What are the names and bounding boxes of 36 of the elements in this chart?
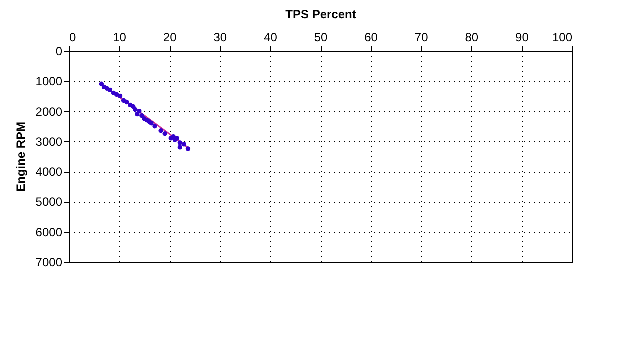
x-tick-label: 70 [414,30,429,44]
point [178,140,183,146]
y-tick-label: 0 [56,44,63,58]
x-tick-label: 50 [314,30,328,44]
point [124,100,130,105]
point [152,124,158,129]
point [135,112,140,117]
point [140,113,144,118]
y-tick-label: 4000 [36,165,63,180]
point [158,128,164,134]
point [182,142,187,147]
point [118,94,123,99]
y-tick-label: 7000 [36,256,63,270]
y-axis-title: Engine RPM [14,122,28,192]
point [133,107,138,112]
y-tick-label: 5000 [36,195,63,210]
y-tick-label: 2000 [36,104,63,119]
x-tick-label: 10 [113,30,127,44]
x-tick-label: 40 [264,30,278,44]
point [186,146,191,152]
x-tick-label: 20 [163,30,178,44]
point [99,82,104,86]
x-tick-label: 80 [465,30,479,44]
point [108,88,113,93]
point [178,145,183,150]
point [114,92,120,98]
x-tick-label: 100 [552,30,573,44]
x-tick-label: 60 [364,30,378,44]
point [162,132,168,136]
x-tick-label: 90 [516,30,530,44]
x-tick-label: 30 [214,30,228,44]
y-tick-label: 6000 [36,225,63,240]
y-tick-label: 1000 [36,74,63,89]
x-tick-label: 0 [70,30,76,44]
x-axis-title: TPS Percent [286,8,356,22]
y-tick-label: 3000 [36,134,63,149]
